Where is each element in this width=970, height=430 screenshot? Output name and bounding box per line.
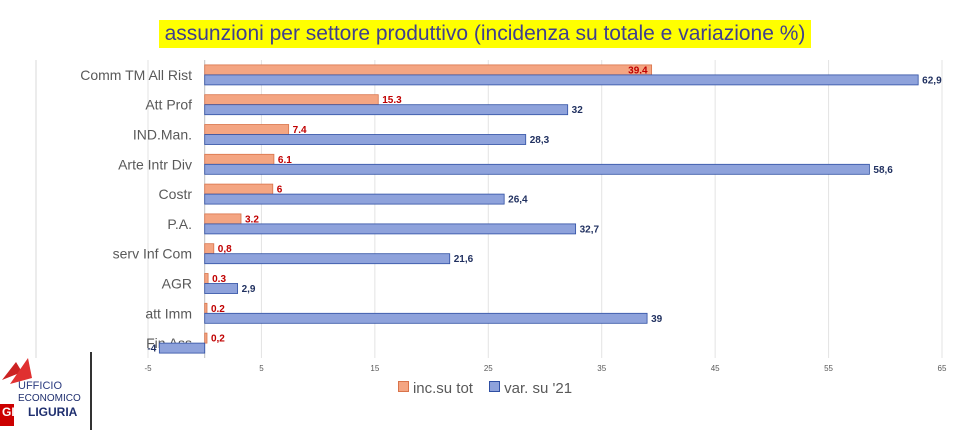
bar-var [204,74,919,86]
data-label-var: -4 [147,344,156,355]
category-label: Costr [159,186,193,202]
legend-item-var: var. su '21 [489,380,572,397]
data-label-var: 32 [572,105,584,116]
data-label-inc: 0,8 [218,244,232,255]
legend-label-var: var. su '21 [504,380,573,397]
data-label-inc: 6.1 [278,155,292,166]
bar-inc [204,213,242,225]
x-tick-label: 65 [938,364,947,373]
bar-inc [204,124,290,135]
logo-red-block [0,404,14,426]
data-label-var: 26,4 [508,195,528,206]
bar-inc [204,153,275,165]
legend-swatch-inc [397,381,409,392]
title-wrap: assunzioni per settore produttivo (incid… [0,20,970,48]
data-label-inc: 0,2 [211,334,225,345]
logo-mark-icon [2,358,32,384]
cgil-logo: UFFICIO ECONOMICO GIL LIGURIA [0,352,92,430]
chart-title: assunzioni per settore produttivo (incid… [158,20,812,48]
data-label-var: 39 [651,314,663,325]
x-tick-label: -5 [144,364,152,373]
legend-item-inc: inc.su tot [397,380,473,397]
legend-swatch-var [489,381,501,392]
data-label-var: 2,9 [242,284,256,295]
data-label-var: 28,3 [530,135,550,146]
x-tick-label: 15 [370,364,379,373]
bar-var [204,312,648,324]
category-label: IND.Man. [133,127,192,143]
logo-line2: ECONOMICO [18,393,81,404]
bar-var [204,134,527,145]
data-label-inc: 0.2 [211,304,225,315]
legend-label-inc: inc.su tot [412,380,473,397]
data-label-inc: 7.4 [293,125,307,136]
category-label: P.A. [167,216,192,232]
category-label: AGR [162,276,192,292]
bar-var [158,342,206,354]
bar-var [204,193,505,205]
bar-var [204,253,451,265]
bar-var [204,104,569,116]
data-label-inc: 15.3 [382,95,402,106]
category-label: Att Prof [145,97,192,113]
x-tick-label: 45 [711,364,720,373]
logo-line3: LIGURIA [28,405,78,419]
x-tick-label: 35 [597,364,606,373]
x-tick-label: 5 [259,364,264,373]
category-label: att Imm [145,305,192,321]
data-label-inc: 0.3 [212,274,226,285]
logo-prefix: GIL [2,405,22,419]
category-label: Arte Intr Div [118,156,192,172]
bar-inc [204,332,208,344]
data-label-var: 62,9 [922,75,942,86]
bar-var [204,283,239,294]
data-label-var: 21,6 [454,254,474,265]
legend: inc.su tot var. su '21 [0,380,970,397]
category-label: serv Inf Com [113,246,192,262]
bar-inc [204,94,379,106]
data-label-var: 32,7 [580,224,600,235]
data-label-var: 58,6 [873,165,893,176]
category-label: Comm TM All Rist [80,67,192,83]
data-label-inc: 6 [277,185,283,196]
bar-inc [204,64,653,76]
logo-divider [90,352,92,430]
bar-inc [204,243,215,255]
bar-inc [204,183,274,195]
bar-inc [204,273,209,284]
x-tick-label: 55 [824,364,833,373]
bar-inc [204,302,208,314]
x-tick-label: 25 [484,364,493,373]
data-label-inc: 39.4 [628,65,648,76]
bar-var [204,223,577,235]
data-label-inc: 3.2 [245,214,259,225]
logo-line1: UFFICIO [18,380,62,392]
bar-var [204,163,870,175]
